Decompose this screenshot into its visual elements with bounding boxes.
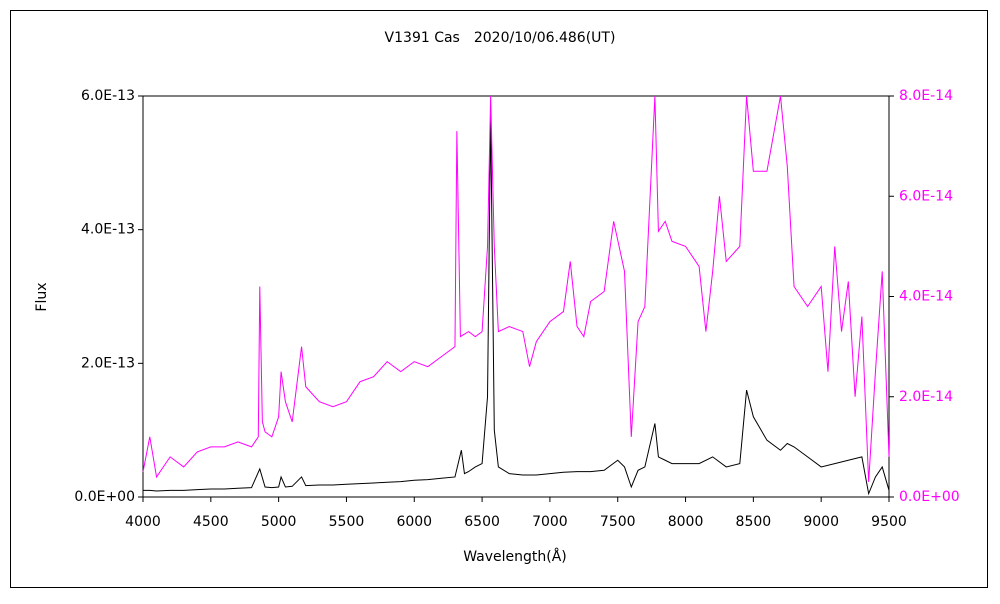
y-tick-label: 6.0E-13 <box>81 88 135 104</box>
x-axis-label: Wavelength(Å) <box>463 548 567 565</box>
y2-tick-label: 4.0E-14 <box>899 289 953 305</box>
y2-tick-label: 6.0E-14 <box>899 188 953 204</box>
y-tick-label: 0.0E+00 <box>74 489 135 505</box>
x-tick-label: 7500 <box>600 514 636 530</box>
x-tick-label: 4000 <box>125 514 161 530</box>
y2-tick-label: 2.0E-14 <box>899 389 953 405</box>
spectrum-line <box>143 116 890 496</box>
y-tick-label: 2.0E-13 <box>81 355 135 371</box>
x-tick-label: 8000 <box>668 514 704 530</box>
chart-title: V1391 Cas 2020/10/06.486(UT) <box>385 30 616 46</box>
x-tick-label: 5000 <box>261 514 297 530</box>
x-tick-label: 7000 <box>532 514 568 530</box>
x-tick-label: 9500 <box>871 514 907 530</box>
y-tick-label: 4.0E-13 <box>81 222 135 238</box>
x-tick-label: 6000 <box>396 514 432 530</box>
x-tick-label: 9000 <box>803 514 839 530</box>
x-tick-label: 4500 <box>193 514 229 530</box>
x-tick-label: 5500 <box>329 514 365 530</box>
y-axis-label: Flux <box>34 282 50 311</box>
y2-tick-label: 8.0E-14 <box>899 88 953 104</box>
frame <box>10 10 988 588</box>
y2-tick-label: 0.0E+00 <box>899 489 960 505</box>
spectrum-line <box>142 95 890 482</box>
x-tick-label: 6500 <box>464 514 500 530</box>
x-tick-label: 8500 <box>736 514 772 530</box>
